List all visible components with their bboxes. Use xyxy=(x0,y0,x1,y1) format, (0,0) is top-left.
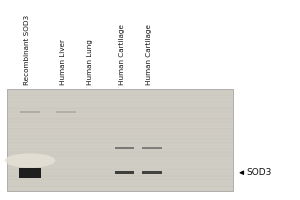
Bar xyxy=(7,97,233,99)
Bar xyxy=(7,128,233,130)
Text: Human Cartilage: Human Cartilage xyxy=(146,24,152,85)
Bar xyxy=(115,147,134,149)
Bar xyxy=(7,138,233,140)
Bar xyxy=(19,168,41,178)
Bar xyxy=(7,145,233,147)
Bar xyxy=(7,178,233,181)
Text: Recombinant SOD3: Recombinant SOD3 xyxy=(24,15,30,85)
Bar xyxy=(7,121,233,123)
Bar xyxy=(7,151,233,154)
Bar xyxy=(7,117,233,120)
Bar xyxy=(7,155,233,157)
Text: SOD3: SOD3 xyxy=(247,168,272,177)
Bar xyxy=(7,94,233,96)
Bar xyxy=(7,107,233,110)
Bar xyxy=(7,162,233,164)
Bar xyxy=(115,171,134,174)
Bar xyxy=(7,104,233,106)
Bar xyxy=(7,134,233,137)
Bar xyxy=(7,114,233,116)
Bar xyxy=(7,90,233,93)
Bar xyxy=(56,111,76,113)
Bar xyxy=(7,158,233,160)
Bar xyxy=(7,165,233,167)
Bar xyxy=(7,172,233,174)
Bar xyxy=(7,141,233,144)
Bar xyxy=(142,147,161,149)
Ellipse shape xyxy=(4,153,55,168)
Text: Human Liver: Human Liver xyxy=(60,39,66,85)
Bar xyxy=(7,111,233,113)
Bar xyxy=(142,171,161,174)
Text: Human Cartilage: Human Cartilage xyxy=(119,24,125,85)
Bar xyxy=(7,182,233,184)
Text: Human Lung: Human Lung xyxy=(87,40,93,85)
Bar xyxy=(7,89,233,191)
Bar xyxy=(7,124,233,127)
Bar xyxy=(7,131,233,133)
Bar xyxy=(7,100,233,103)
Bar xyxy=(20,111,40,113)
Bar xyxy=(7,148,233,150)
Bar xyxy=(7,168,233,171)
Bar xyxy=(7,185,233,188)
Bar xyxy=(7,189,233,191)
Bar xyxy=(7,175,233,177)
